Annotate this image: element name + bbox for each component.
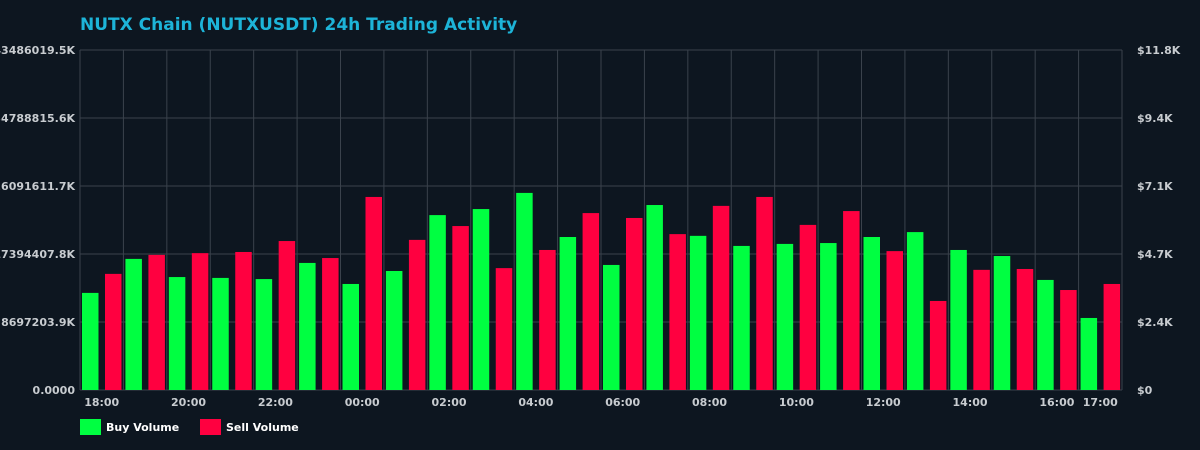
buy-bar: [1080, 317, 1098, 390]
x-tick-label: 00:00: [345, 396, 380, 409]
sell-bar: [626, 217, 643, 390]
legend-item-buy: Buy Volume: [80, 419, 179, 435]
buy-bar: [516, 192, 533, 390]
x-tick-label: 17:00: [1083, 396, 1118, 409]
sell-bar: [756, 196, 773, 390]
sell-bar: [322, 258, 339, 390]
buy-bar: [603, 264, 620, 390]
y-right-tick-label: $4.7K: [1137, 248, 1173, 261]
x-tick-label: 04:00: [518, 396, 553, 409]
x-tick-label: 10:00: [779, 396, 814, 409]
sell-swatch: [200, 419, 221, 435]
sell-bar: [886, 251, 903, 390]
sell-bar: [712, 205, 730, 390]
y-right-tick-label: $11.8K: [1137, 44, 1181, 57]
y-left-tick-label: 0.0000: [33, 384, 76, 397]
x-tick-label: 16:00: [1039, 396, 1074, 409]
buy-bar: [299, 262, 316, 390]
buy-bar: [646, 205, 663, 390]
buy-bar: [950, 249, 967, 390]
x-tick-label: 02:00: [432, 396, 467, 409]
buy-bar: [168, 277, 186, 390]
sell-bar: [105, 273, 122, 390]
sell-bar: [539, 249, 556, 390]
sell-bar: [365, 196, 382, 390]
sell-bar: [843, 211, 860, 390]
sell-bar: [452, 226, 469, 390]
sell-bar: [235, 251, 252, 390]
sell-bar: [1103, 283, 1121, 390]
buy-bar: [429, 215, 446, 390]
y-right-tick-label: $7.1K: [1137, 180, 1173, 193]
sell-bar: [191, 253, 209, 390]
buy-bar: [733, 245, 750, 390]
buy-bar: [820, 243, 837, 390]
sell-bar: [408, 239, 426, 390]
buy-bar: [906, 232, 924, 390]
buy-bar: [689, 235, 707, 390]
sell-bar: [582, 213, 600, 390]
chart-title: NUTX Chain (NUTXUSDT) 24h Trading Activi…: [80, 15, 518, 35]
buy-bar: [863, 237, 880, 390]
x-tick-label: 18:00: [84, 396, 119, 409]
sell-bar: [1016, 268, 1034, 390]
y-right-tick-label: $0: [1137, 384, 1153, 397]
legend-item-sell: Sell Volume: [200, 419, 299, 435]
legend-label-buy: Buy Volume: [106, 420, 180, 434]
x-tick-label: 08:00: [692, 396, 727, 409]
y-right-tick-label: $9.4K: [1137, 112, 1173, 125]
buy-bar: [993, 256, 1011, 390]
x-tick-label: 14:00: [953, 396, 988, 409]
buy-swatch: [80, 419, 101, 435]
y-left-tick-label: 26091611.7K: [0, 180, 75, 193]
y-right-tick-label: $2.4K: [1137, 316, 1173, 329]
buy-bar: [559, 237, 577, 390]
y-left-tick-label: 34788815.6K: [0, 112, 75, 125]
x-tick-label: 12:00: [866, 396, 901, 409]
sell-bar: [973, 269, 990, 390]
buy-bar: [342, 283, 359, 390]
y-left-tick-label: 17394407.8K: [0, 248, 75, 261]
sell-bar: [799, 224, 817, 390]
buy-bar: [385, 271, 403, 390]
sell-bar: [669, 234, 686, 390]
buy-bar: [125, 258, 142, 390]
buy-bar: [1037, 279, 1054, 390]
y-left-tick-label: 43486019.5K: [0, 44, 75, 57]
x-tick-label: 06:00: [605, 396, 640, 409]
sell-bar: [495, 268, 513, 390]
x-tick-label: 22:00: [258, 396, 293, 409]
y-left-tick-label: 8697203.9K: [1, 316, 75, 329]
sell-bar: [148, 254, 165, 390]
buy-bar: [472, 209, 490, 390]
buy-bar: [82, 292, 99, 390]
buy-bar: [212, 277, 229, 390]
buy-bar: [255, 279, 273, 390]
legend-label-sell: Sell Volume: [226, 420, 299, 434]
x-tick-label: 20:00: [171, 396, 206, 409]
sell-bar: [278, 241, 296, 390]
buy-bar: [776, 243, 794, 390]
sell-bar: [929, 300, 947, 390]
sell-bar: [1060, 290, 1077, 390]
